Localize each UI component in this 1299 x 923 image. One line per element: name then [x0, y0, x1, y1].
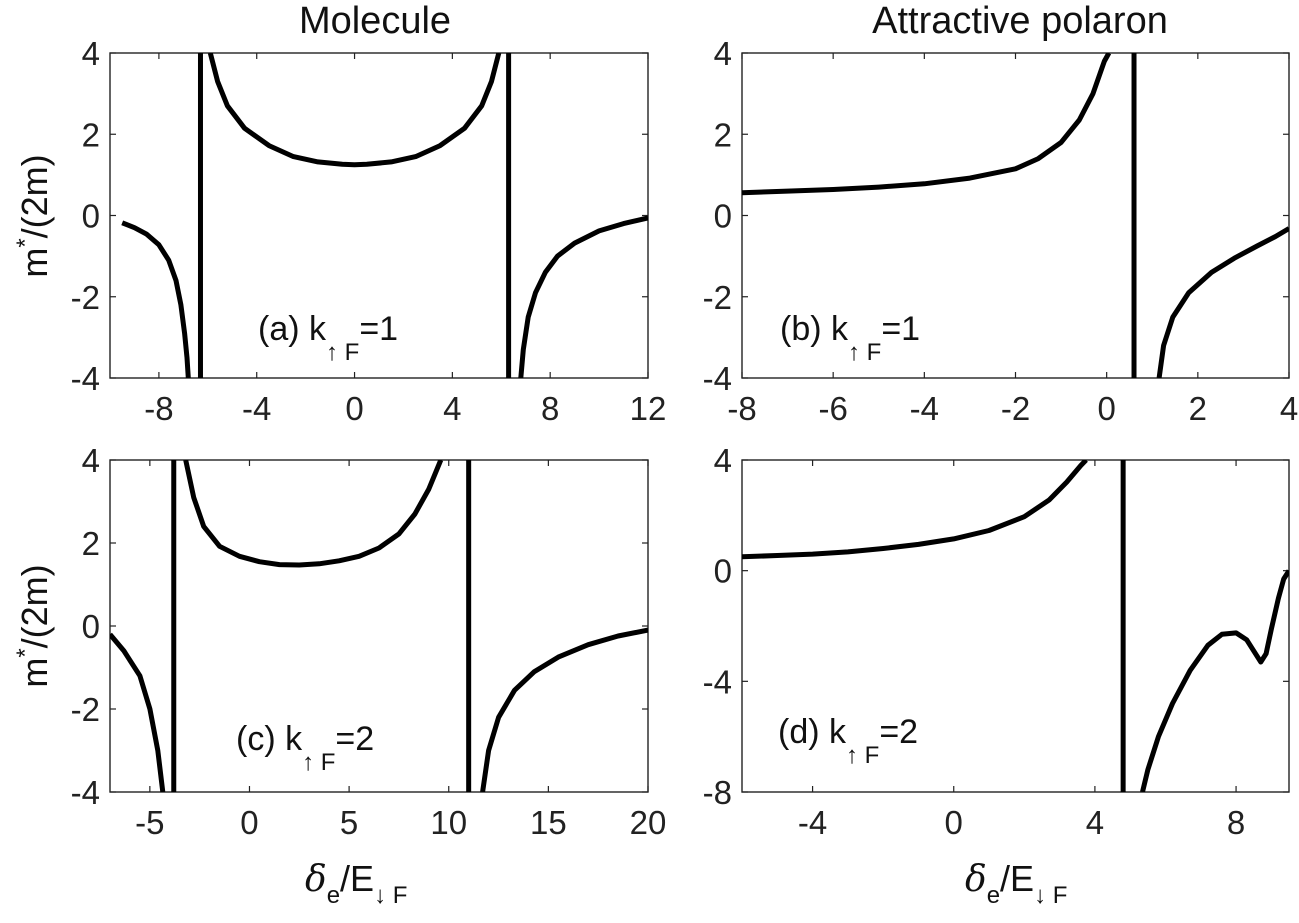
x-tick-label-a: 8 — [541, 390, 559, 427]
y-tick-label-a: 4 — [82, 35, 100, 72]
x-tick-label-b: -2 — [1001, 390, 1030, 427]
series-line-a-1 — [121, 220, 191, 378]
series-line-c-2 — [183, 460, 444, 568]
x-tick-label-d: -4 — [798, 804, 827, 841]
x-tick-label-c: 10 — [430, 804, 467, 841]
y-tick-label-c: 2 — [82, 525, 100, 562]
y-tick-label-b: 0 — [714, 198, 732, 235]
axes-frame-d — [741, 459, 1290, 793]
y-tick-label-a: 2 — [82, 116, 100, 153]
plot-area-b — [742, 53, 1289, 378]
y-tick-label-c: -2 — [71, 691, 100, 728]
panel-d: -4 0 4 8 -8 -4 0 4 (d) k↑ F=2 — [703, 442, 1290, 841]
y-tick-label-b: -2 — [703, 279, 732, 316]
x-tick-label-c: 15 — [530, 804, 567, 841]
series-line-c-1 — [110, 632, 166, 792]
x-tick-label-b: 0 — [1097, 390, 1115, 427]
plot-area-c — [110, 460, 648, 792]
panel-annotation-a: (a) k↑ F=1 — [258, 310, 398, 366]
y-tick-label-a: -2 — [71, 279, 100, 316]
y-tick-label-d: 0 — [714, 553, 732, 590]
y-tick-label-a: -4 — [71, 360, 100, 397]
series-line-d-1 — [742, 460, 1088, 560]
plot-area-a — [121, 53, 648, 378]
panel-a: -8 -4 0 4 8 12 -4 -2 0 2 4 (a) k↑ F=1 — [71, 35, 667, 427]
y-tick-label-b: 4 — [714, 35, 732, 72]
x-tick-label-d: 4 — [1086, 804, 1104, 841]
x-tick-label-c: -5 — [135, 804, 164, 841]
col-title-attractive-polaron: Attractive polaron — [872, 0, 1168, 42]
x-tick-label-b: -8 — [727, 390, 756, 427]
panel-b: -8 -6 -4 -2 0 2 4 -4 -2 0 2 4 (b) k↑ F=1 — [703, 35, 1299, 427]
panel-annotation-c: (c) k↑ F=2 — [236, 720, 374, 776]
x-tick-label-b: -4 — [910, 390, 939, 427]
xlabel-right: δe/E↓ F — [965, 858, 1068, 909]
x-tick-label-a: -4 — [242, 390, 271, 427]
y-tick-label-c: -4 — [71, 774, 100, 811]
series-line-a-2 — [207, 53, 502, 168]
x-tick-label-d: 8 — [1227, 804, 1245, 841]
y-tick-label-a: 0 — [82, 198, 100, 235]
y-tick-label-b: -4 — [703, 360, 732, 397]
x-tick-label-d: 0 — [945, 804, 963, 841]
x-tick-label-c: 5 — [340, 804, 358, 841]
col-title-molecule: Molecule — [298, 0, 452, 42]
ylabel-top: m*/(2m) — [12, 154, 55, 278]
series-line-a-3 — [518, 215, 648, 378]
panel-annotation-b: (b) k↑ F=1 — [780, 310, 920, 366]
x-tick-label-a: -8 — [144, 390, 173, 427]
x-tick-label-b: 2 — [1189, 390, 1207, 427]
panel-annotation-d: (d) k↑ F=2 — [778, 713, 918, 769]
y-tick-label-d: -4 — [703, 663, 732, 700]
y-tick-label-c: 4 — [82, 442, 100, 479]
y-tick-label-d: -8 — [703, 774, 732, 811]
xlabel-left: δe/E↓ F — [305, 858, 408, 909]
series-line-c-3 — [480, 627, 648, 792]
x-tick-label-b: 4 — [1280, 390, 1298, 427]
y-tick-label-d: 4 — [714, 442, 732, 479]
x-tick-label-a: 0 — [345, 390, 363, 427]
plot-area-d — [742, 460, 1289, 792]
series-line-d-2 — [1140, 569, 1289, 792]
x-tick-label-c: 0 — [240, 804, 258, 841]
y-tick-label-c: 0 — [82, 608, 100, 645]
series-line-b-2 — [1156, 226, 1289, 378]
x-tick-label-a: 4 — [443, 390, 461, 427]
x-tick-label-c: 20 — [630, 804, 667, 841]
x-tick-label-b: -6 — [818, 390, 847, 427]
panel-c: -5 0 5 10 15 20 -4 -2 0 2 4 (c) k↑ F=2 — [71, 442, 667, 841]
y-tick-label-b: 2 — [714, 116, 732, 153]
x-tick-label-a: 12 — [630, 390, 667, 427]
ylabel-bottom: m*/(2m) — [12, 564, 55, 688]
axes-frame-c — [109, 459, 649, 793]
series-line-b-1 — [742, 53, 1112, 196]
